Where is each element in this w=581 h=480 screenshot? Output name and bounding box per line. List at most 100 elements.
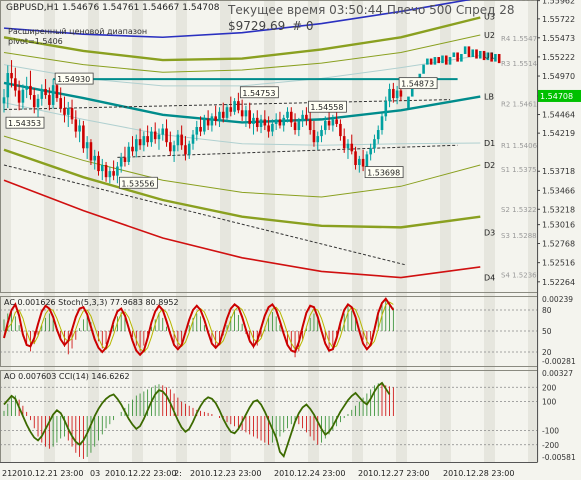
price-mark-box bbox=[364, 166, 404, 179]
x-axis-label: 2010.12.22 23:00 bbox=[105, 469, 176, 478]
background-stripe bbox=[440, 0, 451, 462]
candle-body bbox=[14, 78, 17, 91]
projection-candle bbox=[463, 46, 467, 54]
candle-body bbox=[165, 128, 168, 143]
background-stripe bbox=[0, 0, 11, 462]
price-mark-label: 1.54353 bbox=[8, 119, 41, 128]
y-tick-label: 1.52264 bbox=[542, 278, 575, 287]
candle-body bbox=[203, 119, 206, 132]
candle-body bbox=[218, 111, 221, 121]
candle-body bbox=[169, 142, 172, 152]
candle-body bbox=[10, 73, 13, 79]
price-mark-label: 1.54558 bbox=[310, 103, 343, 112]
projection-candle bbox=[475, 49, 478, 59]
candle-body bbox=[358, 158, 361, 166]
candle-body bbox=[271, 123, 274, 132]
y-tick-label: 1.54464 bbox=[542, 111, 575, 120]
channel-d4 bbox=[3, 179, 481, 279]
candle-body bbox=[380, 116, 384, 131]
candle-body bbox=[187, 143, 191, 155]
candle-body bbox=[131, 146, 134, 152]
candle-body bbox=[282, 117, 286, 126]
price-mark-label: 1.54930 bbox=[57, 75, 90, 84]
candle-body bbox=[40, 88, 44, 99]
candle-body bbox=[176, 134, 180, 146]
candle-body bbox=[108, 171, 112, 178]
level-label-d1: D1 bbox=[484, 139, 495, 148]
pivot-label: S4 1.5236 bbox=[501, 272, 537, 280]
x-axis-label: 2010.12.23 23:00 bbox=[190, 469, 261, 478]
y-tick-label: 1.53218 bbox=[542, 205, 575, 214]
background-stripe bbox=[176, 0, 187, 462]
candle-body bbox=[116, 166, 119, 176]
candle-body bbox=[157, 134, 161, 140]
candle-body bbox=[161, 128, 165, 135]
candle-body bbox=[100, 165, 104, 172]
upper-blue-curve bbox=[3, 0, 472, 39]
candle-body bbox=[327, 120, 331, 126]
candle-body bbox=[244, 110, 248, 117]
candle-body bbox=[135, 139, 138, 152]
projection-candle bbox=[482, 50, 486, 61]
candle-body bbox=[267, 125, 270, 132]
stoch-panel-title: AC 0.001626 Stoch(5,3,3) 77.9683 80.8952 bbox=[4, 298, 179, 307]
channel-mid-lb bbox=[3, 81, 481, 124]
background-stripe bbox=[484, 0, 495, 462]
candle-body bbox=[293, 122, 297, 131]
trend-line-lower bbox=[3, 164, 405, 266]
candle-body bbox=[278, 119, 282, 126]
candle-body bbox=[63, 107, 66, 115]
channel-d2 bbox=[3, 135, 481, 198]
ao-y-tick: 100 bbox=[542, 398, 557, 407]
y-tick-label: 1.52768 bbox=[542, 239, 575, 248]
candle-body bbox=[392, 88, 395, 99]
background-stripe bbox=[88, 0, 99, 462]
stoch-main-line bbox=[3, 297, 395, 357]
ao-y-tick: 200 bbox=[542, 383, 557, 392]
x-axis-label: 2010.12.27 23:00 bbox=[358, 469, 429, 478]
candle-body bbox=[312, 130, 316, 143]
projection-candle bbox=[426, 58, 429, 65]
current-price-label: 1.54708 bbox=[540, 92, 573, 101]
candle-body bbox=[308, 119, 312, 131]
candle-body bbox=[350, 143, 354, 152]
projection-candle bbox=[460, 53, 463, 62]
candle-body bbox=[354, 151, 357, 166]
projection-candle bbox=[422, 64, 425, 74]
candle-body bbox=[32, 95, 36, 108]
projection-candle bbox=[486, 52, 490, 61]
background-stripe bbox=[132, 0, 143, 462]
y-tick-label: 1.55473 bbox=[542, 34, 575, 43]
balance-text: $9729.69 bbox=[228, 19, 286, 33]
x-axis-label: 03 bbox=[90, 469, 100, 478]
stoch-y-tick: -0.00281 bbox=[542, 357, 576, 366]
symbol-info: GBPUSD,H1 1.54676 1.54761 1.54667 1.5470… bbox=[6, 3, 220, 13]
candle-body bbox=[259, 119, 263, 127]
range-note: Расширенный ценовой диапазон bbox=[8, 27, 148, 36]
candle-body bbox=[82, 125, 85, 149]
level-label-lb: LB bbox=[484, 93, 494, 102]
ao-y-tick: -100 bbox=[542, 426, 559, 435]
candle-body bbox=[150, 131, 153, 143]
candle-body bbox=[210, 116, 214, 126]
projection-candle bbox=[407, 96, 410, 108]
projection-candle bbox=[497, 53, 501, 64]
candle-body bbox=[365, 154, 369, 167]
candle-body bbox=[119, 157, 123, 167]
stoch-y-tick: 0.00239 bbox=[542, 295, 573, 304]
trend-line-upper bbox=[3, 99, 451, 110]
pivot-label: R4 1.5547 bbox=[501, 35, 537, 43]
candle-body bbox=[199, 126, 202, 132]
y-tick-label: 1.55722 bbox=[542, 15, 575, 24]
candle-body bbox=[184, 145, 187, 155]
y-tick-label: 1.55222 bbox=[542, 53, 575, 62]
candle-body bbox=[78, 125, 81, 132]
projection-candle bbox=[441, 55, 444, 64]
candle-body bbox=[339, 123, 342, 137]
y-tick-label: 1.55962 bbox=[542, 0, 575, 6]
ao-panel-title: AO 0.007603 CCI(14) 146.6262 bbox=[4, 372, 130, 381]
candle-body bbox=[361, 158, 365, 167]
countdown-text: Текущее время 03:50:44 Плечо 500 Спред 2… bbox=[228, 3, 515, 17]
